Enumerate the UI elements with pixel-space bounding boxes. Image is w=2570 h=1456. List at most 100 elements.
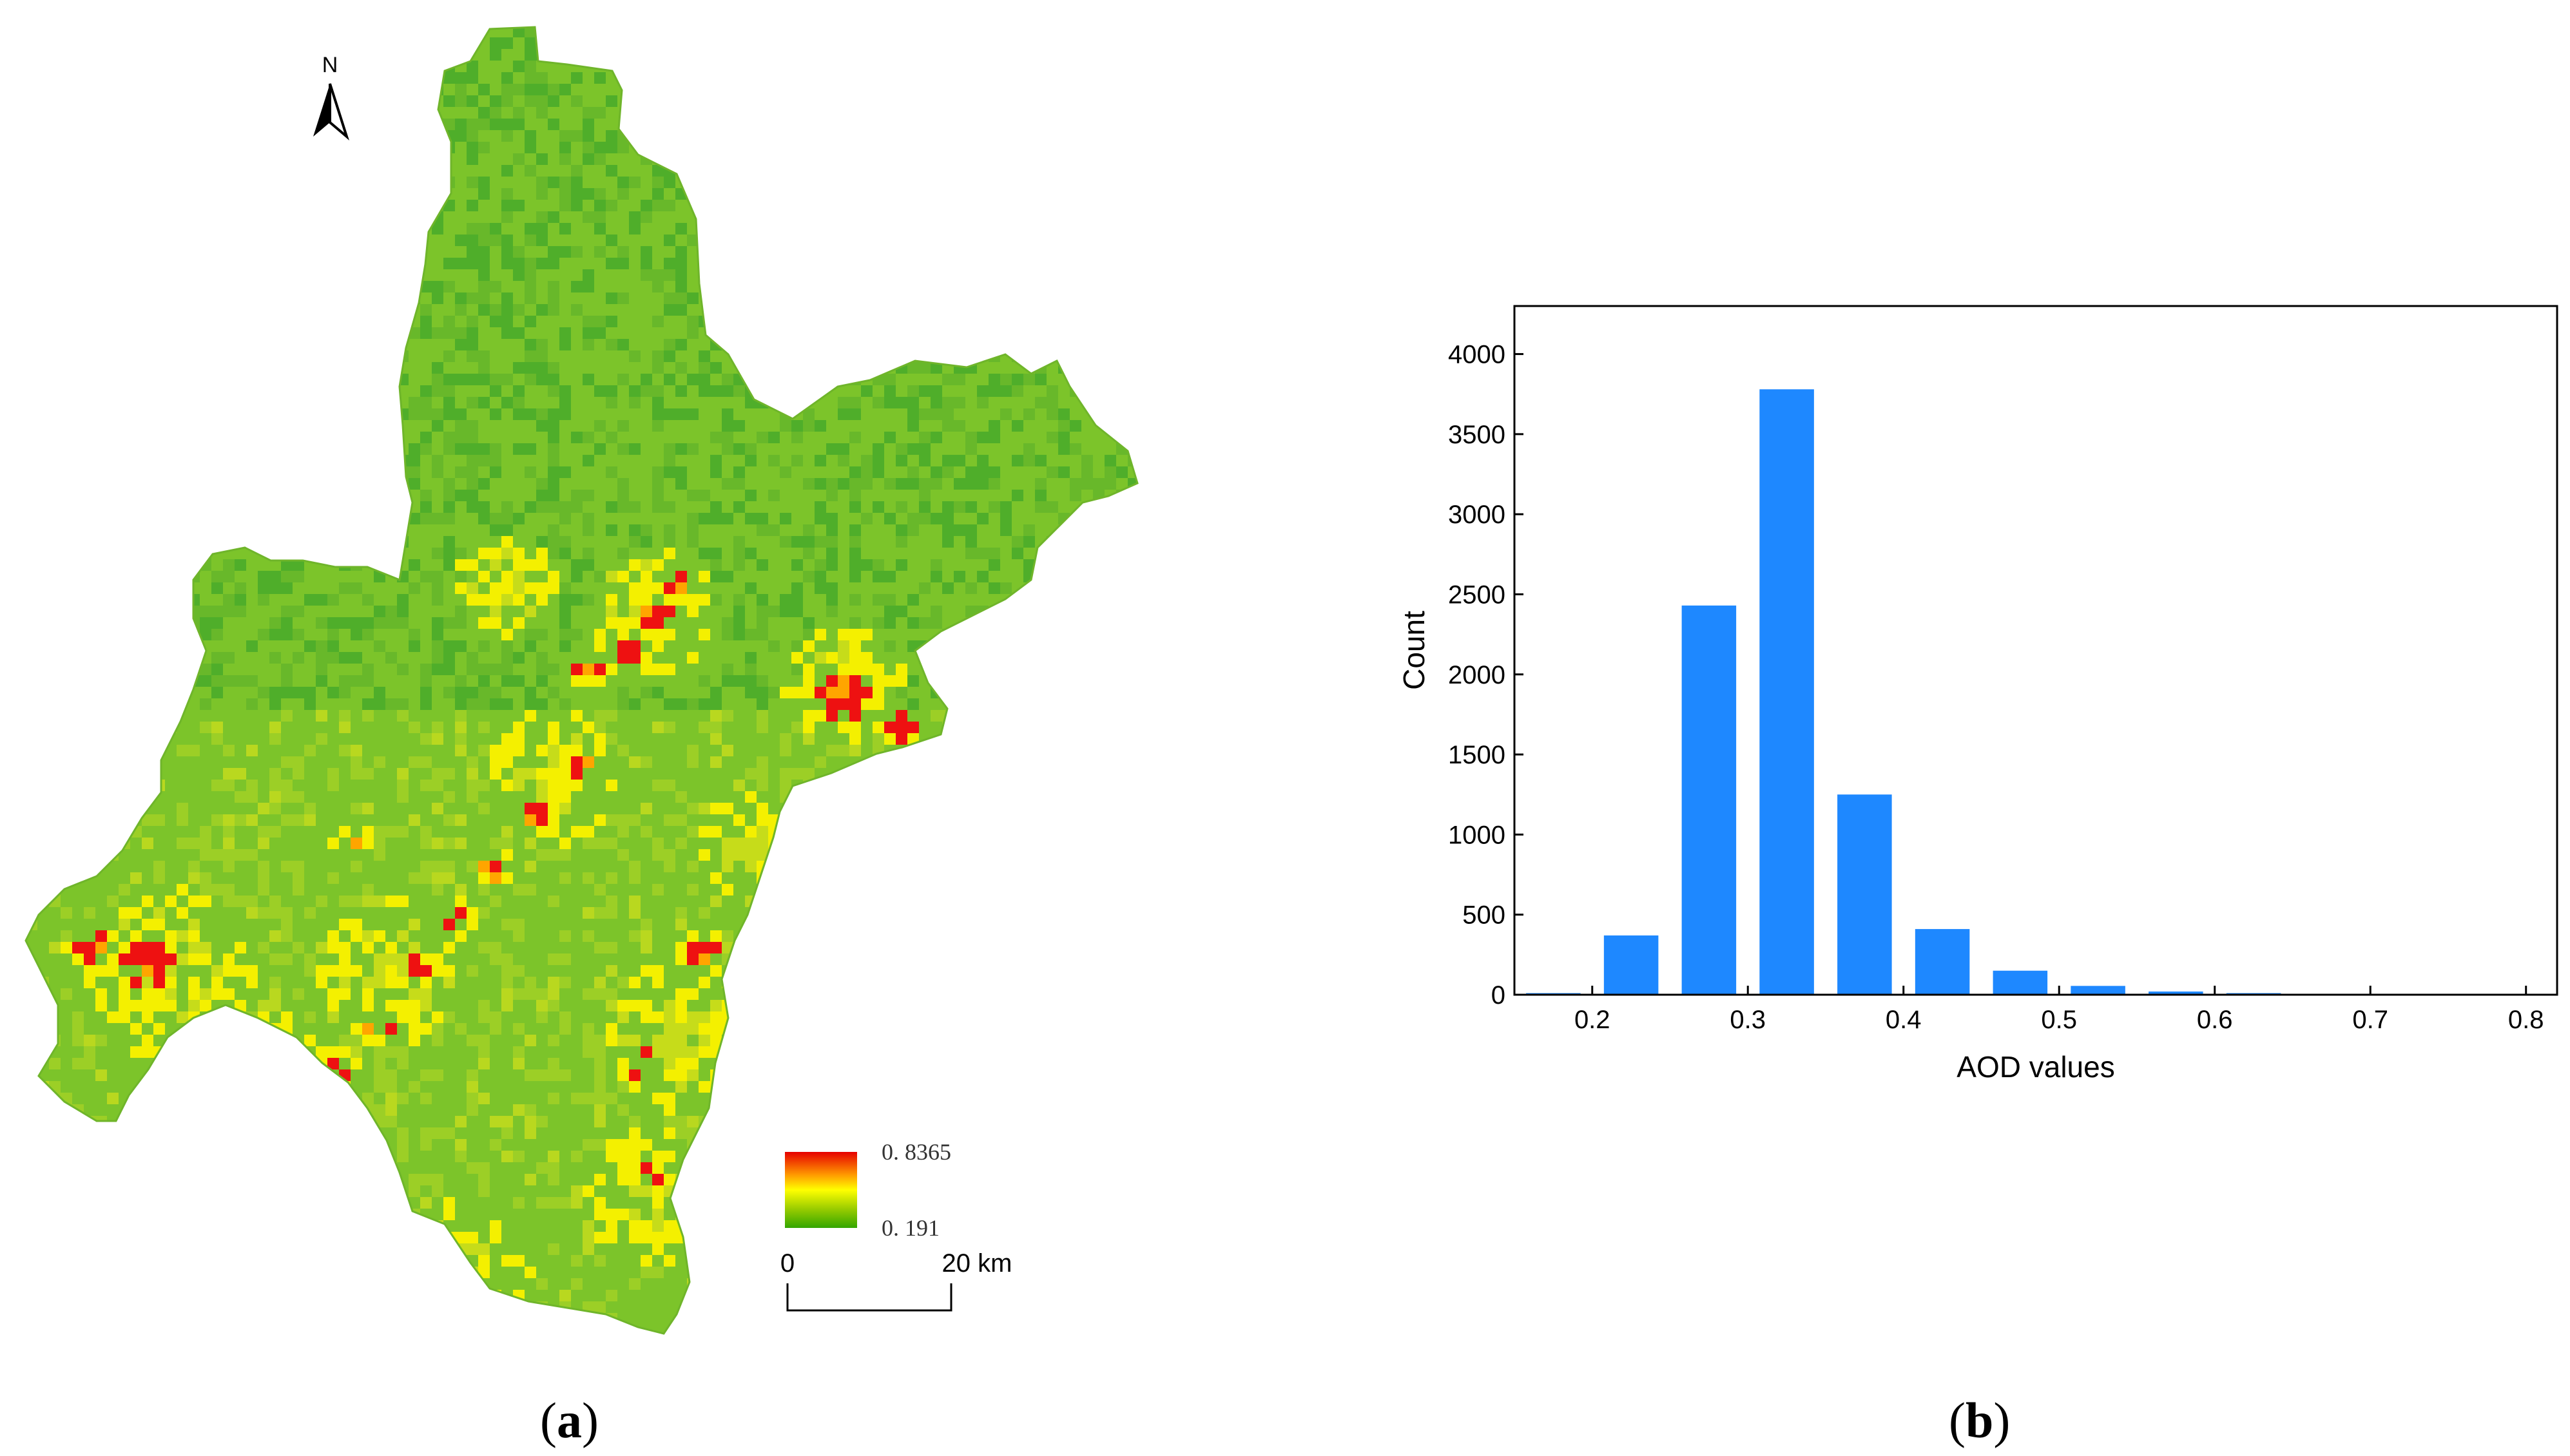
raster-cell xyxy=(664,698,675,710)
raster-cell xyxy=(826,594,838,606)
raster-cell xyxy=(490,513,501,524)
raster-cell xyxy=(211,350,223,362)
raster-cell xyxy=(1081,1104,1093,1116)
raster-cell xyxy=(432,130,443,142)
raster-cell xyxy=(188,397,200,408)
raster-cell xyxy=(26,72,37,84)
raster-cell xyxy=(791,536,803,548)
raster-cell xyxy=(95,1220,107,1232)
raster-cell xyxy=(130,281,142,292)
raster-cell xyxy=(304,374,316,385)
raster-cell xyxy=(710,177,722,188)
raster-cell xyxy=(420,397,432,408)
raster-cell xyxy=(501,919,513,930)
raster-cell xyxy=(316,1104,327,1116)
raster-cell xyxy=(1000,1290,1012,1301)
raster-cell xyxy=(385,258,397,269)
raster-cell xyxy=(617,1011,629,1023)
raster-cell xyxy=(281,188,293,200)
raster-cell xyxy=(664,722,675,733)
raster-cell xyxy=(223,861,235,872)
raster-cell xyxy=(1000,745,1012,756)
raster-cell xyxy=(838,49,849,61)
raster-cell xyxy=(536,768,548,780)
raster-cell xyxy=(861,1336,873,1348)
raster-cell xyxy=(293,1162,304,1174)
raster-cell xyxy=(153,1197,165,1209)
raster-cell xyxy=(130,745,142,756)
raster-cell xyxy=(304,907,316,919)
raster-cell xyxy=(942,258,954,269)
raster-cell xyxy=(907,1243,919,1255)
panel-label-b: (b) xyxy=(1949,1392,2011,1448)
raster-cell xyxy=(501,582,513,594)
raster-cell xyxy=(1012,861,1023,872)
raster-cell xyxy=(1035,397,1047,408)
raster-cell xyxy=(757,559,768,571)
raster-cell xyxy=(223,374,235,385)
raster-cell xyxy=(304,745,316,756)
raster-cell xyxy=(281,675,293,687)
raster-cell xyxy=(1116,675,1128,687)
raster-cell xyxy=(536,107,548,119)
raster-cell xyxy=(977,571,989,582)
raster-cell xyxy=(362,281,374,292)
raster-cell xyxy=(780,780,791,791)
raster-cell xyxy=(687,61,699,72)
raster-cell xyxy=(989,374,1000,385)
raster-cell xyxy=(768,61,780,72)
raster-cell xyxy=(849,849,861,861)
raster-cell xyxy=(907,838,919,849)
raster-cell xyxy=(501,652,513,664)
raster-cell xyxy=(1012,165,1023,177)
raster-cell xyxy=(536,72,548,84)
raster-cell xyxy=(61,420,72,432)
raster-cell xyxy=(791,953,803,965)
raster-cell xyxy=(849,664,861,675)
raster-cell xyxy=(37,838,49,849)
raster-cell xyxy=(1116,72,1128,84)
raster-cell xyxy=(652,165,664,177)
raster-cell xyxy=(931,119,942,130)
raster-cell xyxy=(849,629,861,640)
raster-cell xyxy=(258,1174,269,1185)
raster-cell xyxy=(397,350,409,362)
raster-cell xyxy=(1105,953,1116,965)
raster-cell xyxy=(954,977,965,988)
raster-cell xyxy=(675,582,687,594)
raster-cell xyxy=(652,1232,664,1243)
raster-cell xyxy=(235,153,246,165)
raster-cell xyxy=(374,72,385,84)
raster-cell xyxy=(849,930,861,942)
raster-cell xyxy=(513,768,525,780)
raster-cell xyxy=(37,385,49,397)
raster-cell xyxy=(710,1255,722,1267)
raster-cell xyxy=(733,1035,745,1046)
raster-cell xyxy=(548,84,559,95)
raster-cell xyxy=(1139,1116,1151,1127)
raster-cell xyxy=(235,1104,246,1116)
raster-cell xyxy=(420,1336,432,1348)
raster-cell xyxy=(200,1000,211,1011)
raster-cell xyxy=(513,1104,525,1116)
raster-cell xyxy=(188,1290,200,1301)
raster-cell xyxy=(942,142,954,153)
raster-cell xyxy=(293,513,304,524)
raster-cell xyxy=(362,1162,374,1174)
raster-cell xyxy=(884,756,896,768)
raster-cell xyxy=(455,1232,467,1243)
raster-cell xyxy=(536,849,548,861)
raster-cell xyxy=(258,594,269,606)
raster-cell xyxy=(84,1267,95,1278)
raster-cell xyxy=(420,316,432,327)
raster-cell xyxy=(1128,119,1137,130)
raster-cell xyxy=(339,37,351,49)
raster-cell xyxy=(374,838,385,849)
raster-cell xyxy=(536,803,548,814)
raster-cell xyxy=(72,1313,84,1325)
raster-cell xyxy=(884,37,896,49)
raster-cell xyxy=(501,165,513,177)
raster-cell xyxy=(942,1325,954,1334)
raster-cell xyxy=(211,675,223,687)
raster-cell xyxy=(293,1290,304,1301)
